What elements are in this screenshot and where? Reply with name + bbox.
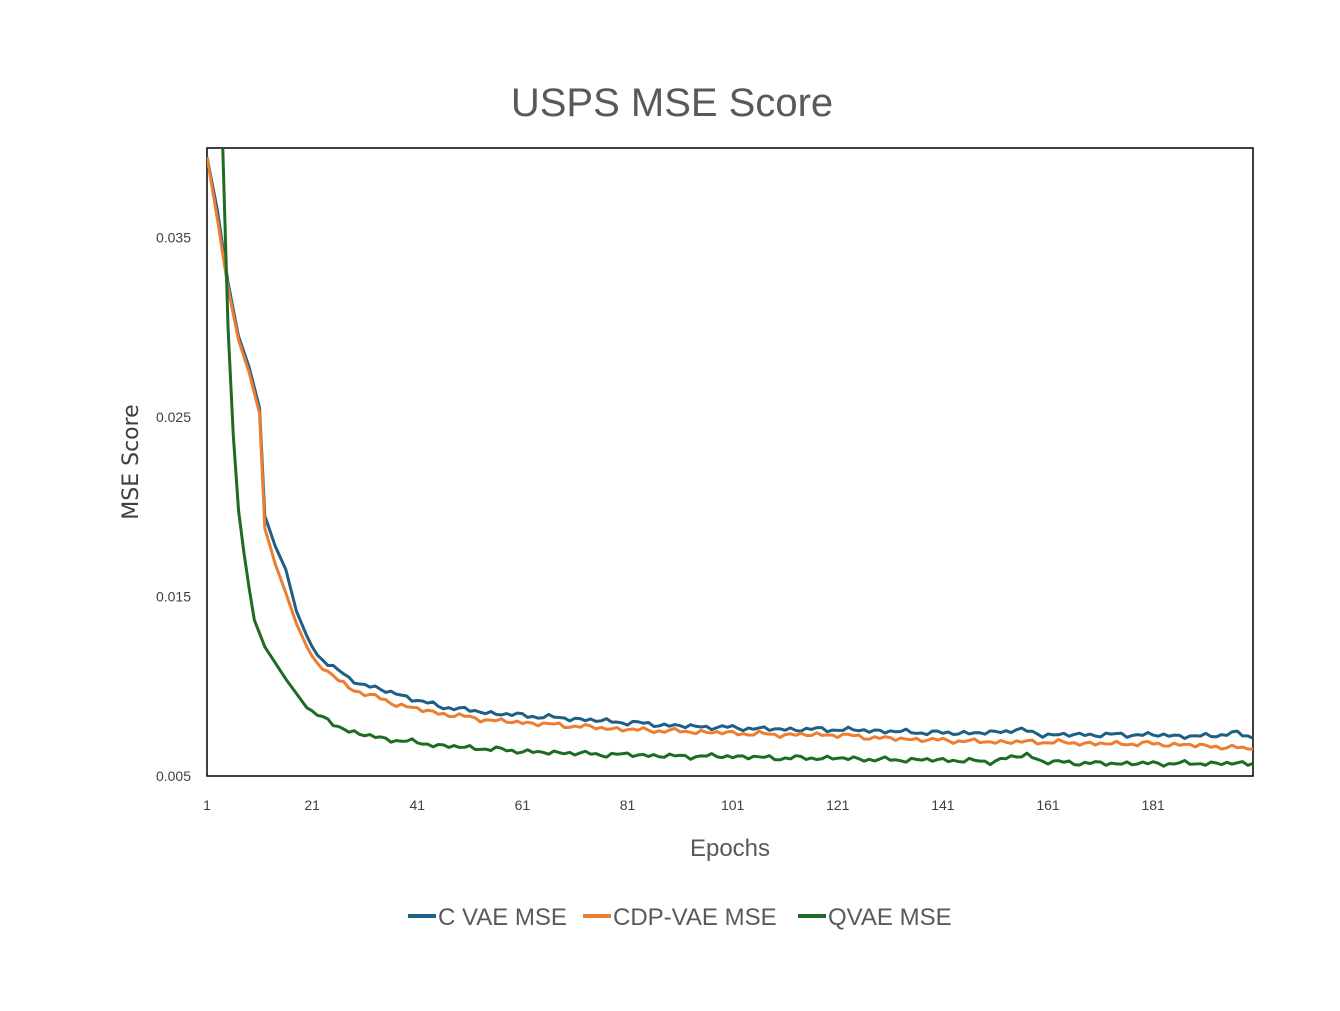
x-axis-label: Epochs [690, 835, 770, 862]
x-axis-ticks: 1 21 41 61 81 101 121 141 161 181 [203, 797, 1165, 813]
y-axis-label: MSE Score [119, 404, 144, 519]
legend-label-c-vae: C VAE MSE [438, 904, 567, 931]
y-tick-label: 0.015 [156, 589, 191, 605]
plot-area-frame [206, 147, 1254, 777]
x-tick-label: 181 [1141, 797, 1165, 813]
x-tick-label: 41 [409, 797, 425, 813]
x-tick-label: 21 [304, 797, 320, 813]
series-lines [207, 148, 1253, 768]
series-line-cdp-vae-mse [207, 156, 1253, 751]
legend-label-cdp-vae: CDP-VAE MSE [613, 904, 777, 931]
y-tick-label: 0.025 [156, 409, 191, 425]
x-tick-label: 141 [931, 797, 955, 813]
legend-label-qvae: QVAE MSE [828, 904, 952, 931]
x-tick-label: 61 [515, 797, 531, 813]
y-axis-ticks: 0.035 0.025 0.015 0.005 [156, 230, 191, 784]
x-tick-label: 121 [826, 797, 850, 813]
x-tick-label: 81 [620, 797, 636, 813]
x-tick-label: 161 [1036, 797, 1060, 813]
y-tick-label: 0.035 [156, 230, 191, 246]
legend: C VAE MSE CDP-VAE MSE QVAE MSE [408, 904, 952, 931]
series-line-qvae-mse [221, 148, 1253, 768]
chart-title: USPS MSE Score [511, 81, 833, 125]
x-tick-label: 1 [203, 797, 211, 813]
series-line-c-vae-mse [207, 156, 1253, 741]
x-tick-label: 101 [721, 797, 745, 813]
y-tick-label: 0.005 [156, 768, 191, 784]
